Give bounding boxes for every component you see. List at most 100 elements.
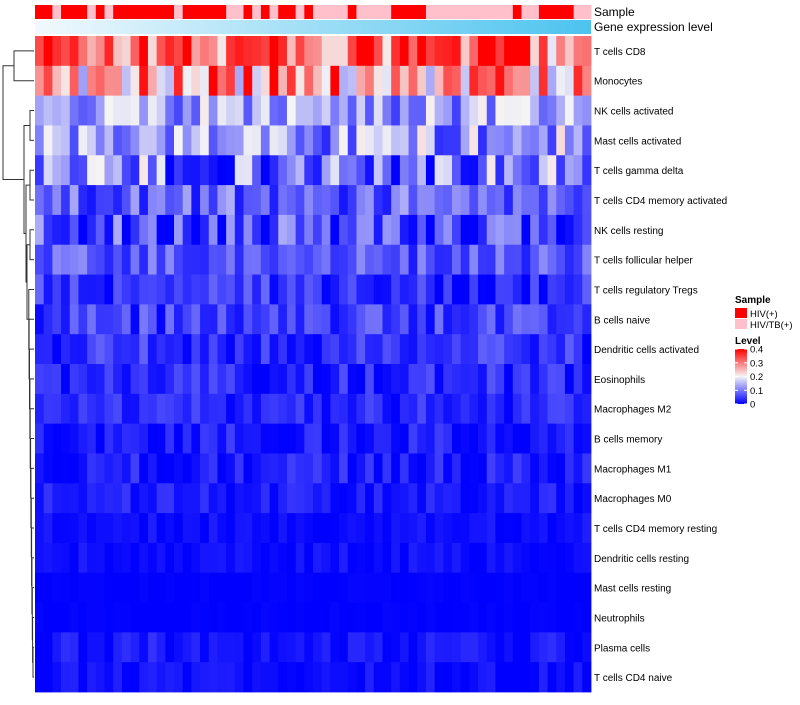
heatmap-cell xyxy=(573,453,583,484)
heatmap-cell xyxy=(538,364,548,395)
heatmap-cell xyxy=(469,632,479,663)
heatmap-cell xyxy=(512,602,522,633)
heatmap-cell xyxy=(78,95,88,126)
heatmap-cell xyxy=(295,513,305,544)
heatmap-cell xyxy=(564,364,575,395)
dendrogram-branch xyxy=(29,110,34,141)
heatmap-cell xyxy=(78,274,88,305)
heatmap-cell xyxy=(469,244,479,275)
heatmap-cell xyxy=(321,155,331,186)
row-label: Dendritic cells resting xyxy=(594,554,689,565)
heatmap-cell xyxy=(156,453,166,484)
heatmap-cell xyxy=(547,662,557,693)
sample-cell xyxy=(530,5,540,19)
row-label: B cells naive xyxy=(594,315,651,326)
heatmap-cell xyxy=(87,36,97,67)
heatmap-cell xyxy=(538,274,548,305)
heatmap-cell xyxy=(373,304,383,335)
heatmap-cell xyxy=(78,602,88,633)
heatmap-cell xyxy=(87,453,97,484)
heatmap-cell xyxy=(252,423,262,454)
heatmap-cell xyxy=(339,572,349,603)
heatmap-cell xyxy=(104,334,114,365)
heatmap-cell xyxy=(278,513,288,544)
heatmap-cell xyxy=(121,244,131,275)
heatmap-cell xyxy=(530,36,540,67)
heatmap-cell xyxy=(286,602,297,633)
sample-cell xyxy=(165,5,175,19)
sample-cell xyxy=(139,5,149,19)
dendrogram-branch xyxy=(32,646,34,678)
heatmap-cell xyxy=(191,513,201,544)
heatmap-cell xyxy=(174,542,184,574)
heatmap-cell xyxy=(330,214,340,246)
heatmap-cell xyxy=(200,304,210,335)
row-label: Dendritic cells activated xyxy=(594,345,699,356)
heatmap-cell xyxy=(165,662,175,693)
heatmap-cell xyxy=(165,185,175,216)
heatmap-cell xyxy=(365,572,375,603)
heatmap-cell xyxy=(521,95,531,126)
heatmap-cell xyxy=(434,274,444,305)
heatmap-cell xyxy=(165,334,175,365)
heatmap-cell xyxy=(530,214,540,246)
heatmap-cell xyxy=(217,155,227,186)
heatmap-cell xyxy=(234,65,244,97)
heatmap-cell xyxy=(226,542,236,574)
heatmap-cell xyxy=(182,185,192,216)
heatmap-cell xyxy=(530,423,540,454)
heatmap-cell xyxy=(200,453,210,484)
heatmap-cell xyxy=(443,423,453,454)
heatmap-cell xyxy=(130,572,140,603)
heatmap-cell xyxy=(269,513,279,544)
heatmap-cell xyxy=(573,513,583,544)
heatmap-cell xyxy=(478,185,488,216)
heatmap-cell xyxy=(425,334,436,365)
heatmap-cell xyxy=(87,662,97,693)
heatmap-cell xyxy=(260,214,270,246)
heatmap-cell xyxy=(78,632,88,663)
heatmap-cell xyxy=(104,364,114,395)
heatmap-cell xyxy=(104,662,114,693)
heatmap-cell xyxy=(573,155,583,186)
heatmap-cell xyxy=(512,423,522,454)
heatmap-cell xyxy=(69,662,79,693)
heatmap-cell xyxy=(365,513,375,544)
heatmap-cell xyxy=(547,125,557,156)
heatmap-cell xyxy=(252,155,262,186)
heatmap-cell xyxy=(313,662,323,693)
heatmap-cell xyxy=(286,214,297,246)
heatmap-cell xyxy=(339,483,349,514)
heatmap-cell xyxy=(61,393,71,425)
heatmap-cell xyxy=(564,542,575,574)
heatmap-cell xyxy=(243,632,253,663)
row-label: B cells memory xyxy=(594,435,662,446)
heatmap-cell xyxy=(52,155,62,186)
heatmap-cell xyxy=(356,572,366,603)
heatmap-cell xyxy=(564,125,575,156)
heatmap-cell xyxy=(460,274,470,305)
heatmap-cell xyxy=(330,185,340,216)
heatmap-cell xyxy=(417,214,427,246)
heatmap-cell xyxy=(347,483,357,514)
heatmap-cell xyxy=(486,423,496,454)
heatmap-cell xyxy=(495,364,505,395)
heatmap-cell xyxy=(260,602,270,633)
heatmap-cell xyxy=(452,304,462,335)
heatmap-cell xyxy=(104,393,114,425)
heatmap-cell xyxy=(104,185,114,216)
heatmap-cell xyxy=(382,542,392,574)
heatmap-cell xyxy=(556,602,566,633)
heatmap-cell xyxy=(573,185,583,216)
heatmap-cell xyxy=(469,274,479,305)
heatmap-cell xyxy=(52,274,62,305)
heatmap-cell xyxy=(512,542,522,574)
heatmap-cell xyxy=(313,602,323,633)
heatmap-cell xyxy=(156,95,166,126)
heatmap-cell xyxy=(165,423,175,454)
heatmap-cell xyxy=(200,632,210,663)
heatmap-cell xyxy=(321,185,331,216)
heatmap-cell xyxy=(573,393,583,425)
heatmap-cell xyxy=(61,453,71,484)
heatmap-cell xyxy=(356,185,366,216)
